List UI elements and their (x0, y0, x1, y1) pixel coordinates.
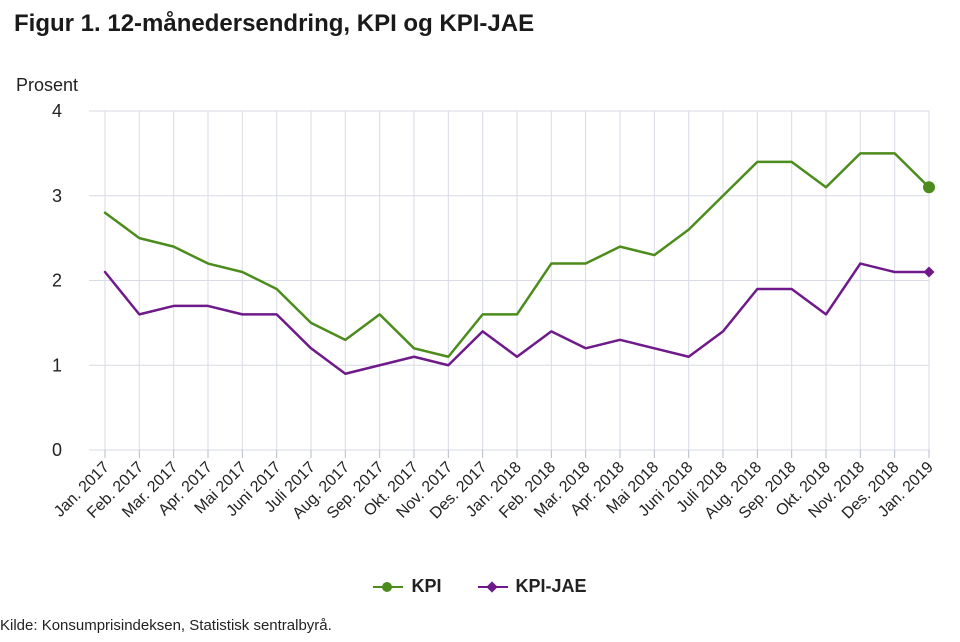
legend-kpi-jae-label: KPI-JAE (515, 576, 587, 596)
y-tick-label: 0 (52, 440, 62, 460)
source-note: Kilde: Konsumprisindeksen, Statistisk se… (0, 617, 332, 634)
legend: KPI KPI-JAE (0, 576, 960, 597)
series-line-kpi-jae (103, 262, 931, 375)
legend-item-kpi[interactable]: KPI (373, 576, 442, 597)
y-axis-label: Prosent (16, 75, 79, 95)
y-tick-label: 2 (52, 271, 62, 291)
y-tick-label: 3 (52, 186, 62, 206)
legend-kpi-jae-diamond-icon (477, 580, 508, 594)
y-tick-label: 4 (52, 101, 62, 121)
grid-lines (89, 110, 930, 451)
series-lines (103, 152, 931, 375)
series-end-marker-kpi (923, 181, 935, 194)
chart-title: Figur 1. 12-månedersendring, KPI og KPI-… (14, 10, 535, 37)
legend-item-kpi-jae[interactable]: KPI-JAE (477, 576, 587, 597)
series-line-kpi (103, 152, 931, 359)
legend-kpi-label: KPI (411, 576, 442, 596)
series-end-marker-kpi-jae (923, 266, 935, 278)
y-tick-label: 1 (52, 355, 62, 375)
series-markers (923, 181, 935, 278)
legend-kpi-circle-icon (373, 580, 404, 594)
